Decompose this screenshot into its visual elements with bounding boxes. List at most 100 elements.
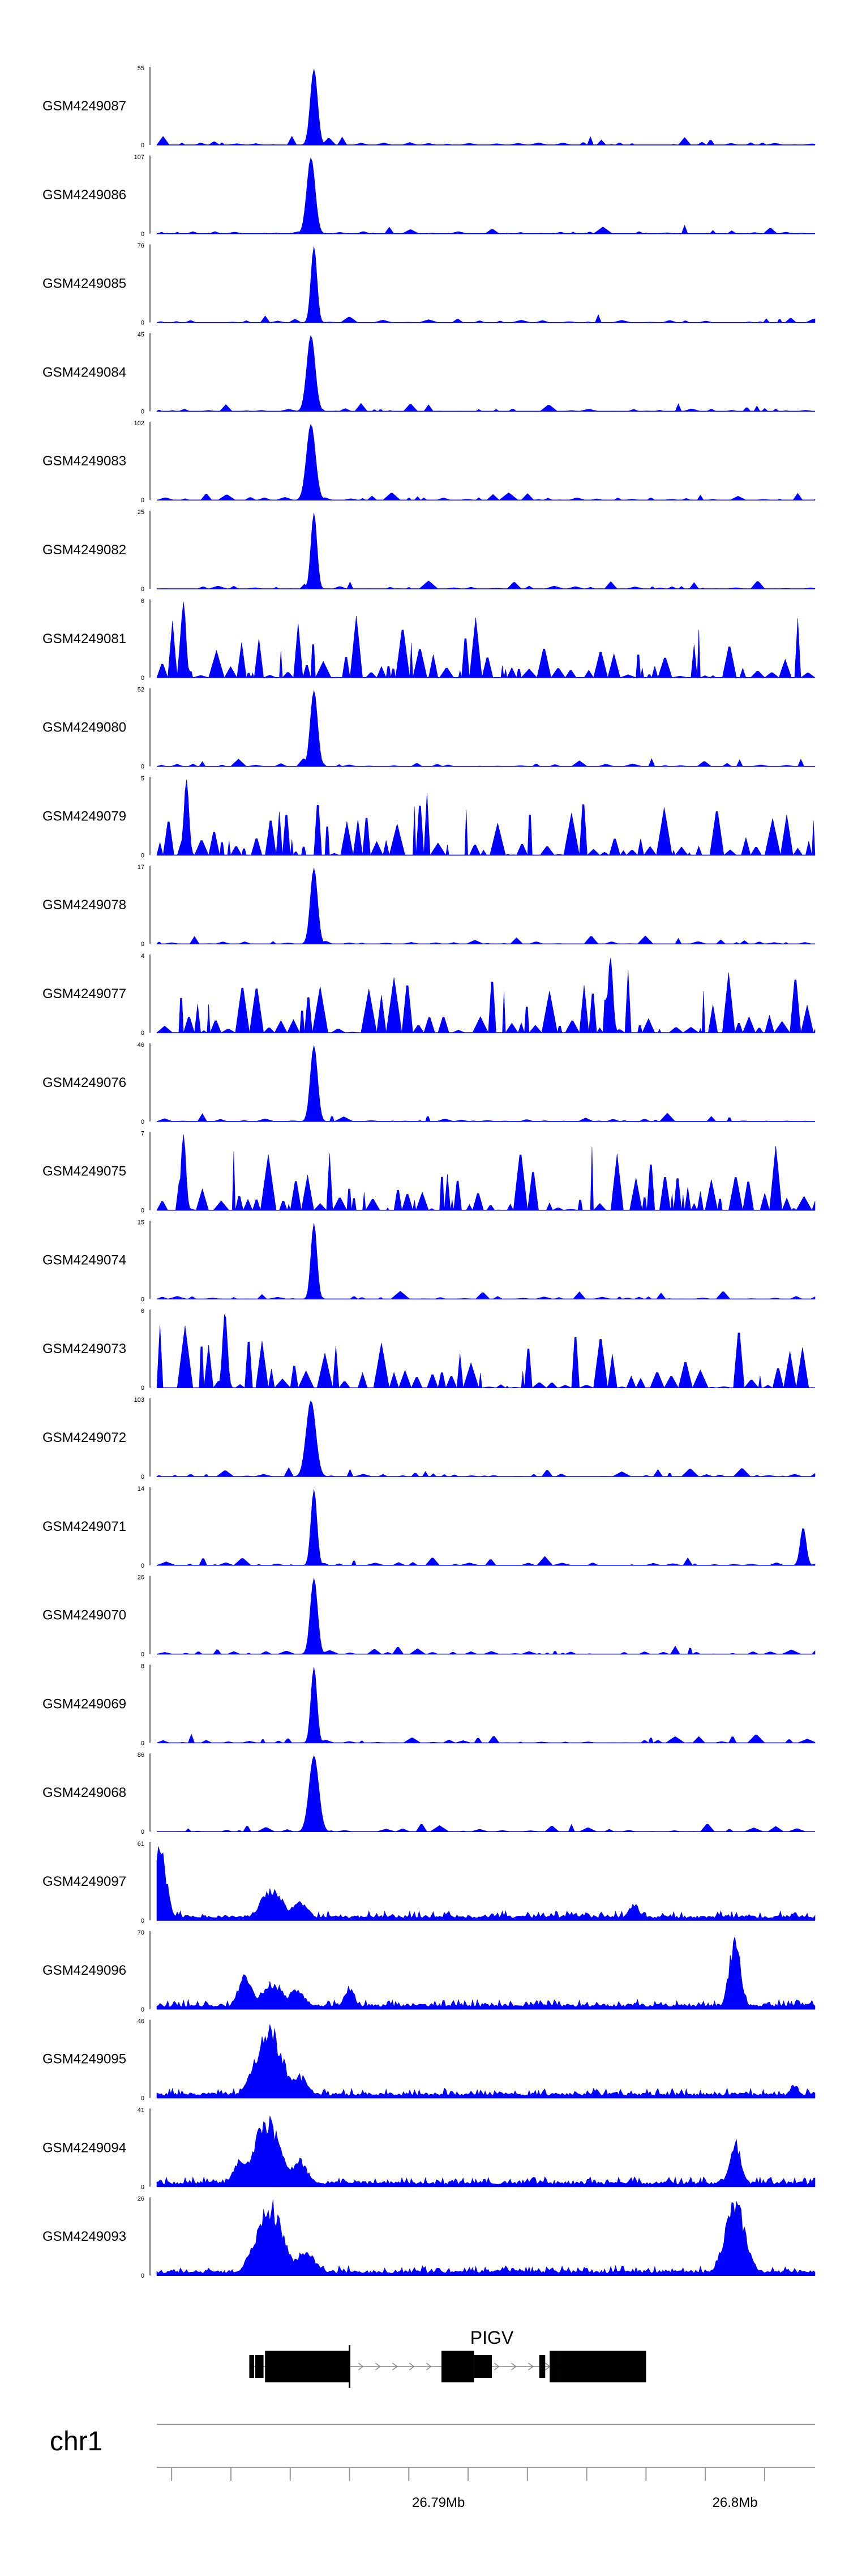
- track-ymin-label: 0: [141, 586, 144, 593]
- track-ymax-label: 6: [141, 1308, 144, 1315]
- signal-area: [156, 779, 816, 856]
- track-name-label: GSM4249071: [42, 1519, 126, 1534]
- track-ymax-label: 103: [134, 1397, 144, 1403]
- track-ymin-label: 0: [141, 142, 144, 149]
- track-name-label: GSM4249080: [42, 720, 126, 735]
- gene-exon: [249, 2355, 254, 2378]
- signal-area: [156, 1936, 816, 2010]
- track-name-label: GSM4249073: [42, 1341, 126, 1357]
- track-ymin-label: 0: [141, 2006, 144, 2013]
- strand-arrow: [375, 2363, 381, 2370]
- track-ymax-label: 76: [138, 243, 144, 250]
- signal-area: [156, 246, 816, 323]
- track-ymin-label: 0: [141, 675, 144, 682]
- track-name-label: GSM4249075: [42, 1164, 126, 1179]
- tick-label: 26.79Mb: [412, 2495, 465, 2510]
- track-ymax-label: 70: [138, 1929, 144, 1936]
- signal-area: [156, 1223, 816, 1299]
- track-gsm4249076: GSM4249076 46 0: [42, 1042, 815, 1126]
- gene-label: PIGV: [470, 2327, 514, 2348]
- gene-exon: [255, 2355, 264, 2378]
- signal-area: [156, 1846, 816, 1921]
- track-ymax-label: 107: [134, 154, 144, 161]
- track-gsm4249073: GSM4249073 6 0: [42, 1308, 816, 1392]
- track-ymin-label: 0: [141, 1740, 144, 1747]
- signal-area: [156, 601, 816, 678]
- track-ymin-label: 0: [141, 852, 144, 859]
- track-gsm4249078: GSM4249078 17 0: [42, 864, 816, 948]
- signal-area: [156, 1489, 816, 1566]
- track-ymin-label: 0: [141, 1385, 144, 1392]
- signal-area: [156, 2024, 816, 2098]
- track-ymin-label: 0: [141, 1563, 144, 1569]
- strand-arrow: [426, 2363, 432, 2370]
- gene-exon: [441, 2351, 474, 2382]
- track-name-label: GSM4249093: [42, 2229, 126, 2244]
- track-name-label: GSM4249070: [42, 1608, 126, 1623]
- strand-arrow: [392, 2363, 398, 2370]
- track-gsm4249080: GSM4249080 52 0: [42, 687, 816, 771]
- track-gsm4249084: GSM4249084 45 0: [42, 331, 815, 415]
- track-ymax-label: 61: [138, 1841, 144, 1847]
- track-gsm4249086: GSM4249086 107 0: [42, 154, 815, 238]
- track-ymin-label: 0: [141, 320, 144, 327]
- track-ymin-label: 0: [141, 1119, 144, 1126]
- track-ymax-label: 26: [138, 1574, 144, 1581]
- track-ymin-label: 0: [141, 1208, 144, 1214]
- track-ymin-label: 0: [141, 764, 144, 771]
- track-name-label: GSM4249079: [42, 808, 126, 824]
- track-ymax-label: 4: [141, 953, 144, 960]
- track-gsm4249087: GSM4249087 55 0: [42, 65, 816, 149]
- gene-exon: [539, 2355, 546, 2378]
- track-ymin-label: 0: [141, 408, 144, 415]
- track-ymin-label: 0: [141, 1474, 144, 1480]
- track-ymax-label: 14: [138, 1486, 144, 1492]
- track-name-label: GSM4249085: [42, 276, 126, 292]
- chromosome-label: chr1: [50, 2427, 102, 2457]
- track-ymin-label: 0: [141, 1030, 144, 1037]
- track-gsm4249096: GSM4249096 70 0: [42, 1929, 816, 2013]
- track-ymin-label: 0: [141, 2184, 144, 2190]
- gene-annotation-track: PIGV: [249, 2327, 646, 2388]
- track-name-label: GSM4249086: [42, 187, 126, 203]
- track-gsm4249077: GSM4249077 4 0: [42, 953, 816, 1037]
- track-ymax-label: 5: [141, 775, 144, 782]
- track-name-label: GSM4249081: [42, 631, 126, 647]
- strand-arrow: [409, 2363, 415, 2370]
- gene-exon: [265, 2351, 350, 2382]
- track-ymax-label: 7: [141, 1131, 144, 1137]
- strand-arrow: [528, 2363, 534, 2370]
- strand-arrow: [511, 2363, 517, 2370]
- signal-area: [156, 423, 816, 500]
- track-ymax-label: 17: [138, 864, 144, 871]
- track-ymax-label: 6: [141, 598, 144, 605]
- track-ymax-label: 46: [138, 2018, 144, 2025]
- track-name-label: GSM4249078: [42, 897, 126, 913]
- track-ymax-label: 102: [134, 420, 144, 427]
- track-gsm4249069: GSM4249069 8 0: [42, 1663, 816, 1747]
- track-ymax-label: 86: [138, 1752, 144, 1758]
- track-ymax-label: 55: [138, 65, 144, 72]
- track-name-label: GSM4249082: [42, 542, 126, 558]
- signal-area: [156, 1667, 816, 1743]
- track-ymax-label: 45: [138, 331, 144, 338]
- track-ymin-label: 0: [141, 1829, 144, 1835]
- signal-area: [156, 1400, 816, 1477]
- track-ymin-label: 0: [141, 1651, 144, 1658]
- signal-area: [156, 2200, 816, 2276]
- track-name-label: GSM4249094: [42, 2140, 126, 2155]
- signal-area: [156, 1755, 815, 1832]
- track-name-label: GSM4249097: [42, 1874, 126, 1889]
- track-ymax-label: 8: [141, 1663, 144, 1670]
- track-gsm4249071: GSM4249071 14 0: [42, 1486, 816, 1569]
- signal-area: [156, 335, 815, 412]
- track-ymin-label: 0: [141, 1296, 144, 1303]
- track-ymax-label: 41: [138, 2107, 144, 2113]
- signal-tracks: GSM4249087550GSM42490861070GSM4249085760…: [42, 65, 816, 2279]
- genome-axis: chr1 26.79Mb 26.8Mb: [50, 2424, 815, 2510]
- track-gsm4249082: GSM4249082 25 0: [42, 509, 816, 593]
- signal-area: [156, 1578, 816, 1655]
- track-ymin-label: 0: [141, 497, 144, 504]
- track-name-label: GSM4249077: [42, 986, 126, 1002]
